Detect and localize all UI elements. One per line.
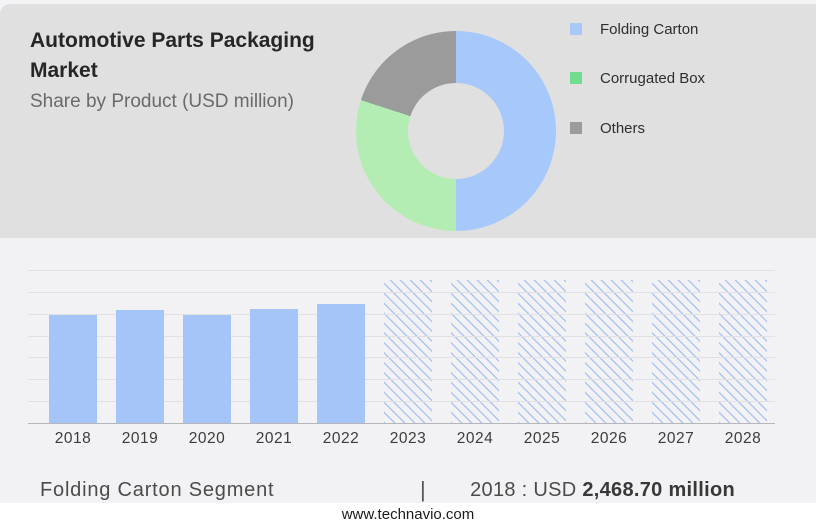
gridline xyxy=(28,270,775,271)
header-panel: Automotive Parts Packaging Market Share … xyxy=(0,4,816,238)
bar-forecast-2025 xyxy=(518,280,566,423)
bar-2021 xyxy=(250,309,298,423)
page-subtitle: Share by Product (USD million) xyxy=(30,91,294,112)
bar-forecast-2023 xyxy=(384,280,432,423)
x-axis xyxy=(28,423,775,424)
x-axis-label-2018: 2018 xyxy=(54,430,92,447)
bar-2022 xyxy=(317,304,365,423)
plot-area xyxy=(28,270,775,424)
footer-band: www.technavio.com xyxy=(0,503,816,528)
legend-item-folding-carton: Folding Carton xyxy=(570,17,698,41)
bar-forecast-2024 xyxy=(451,280,499,423)
site-url: www.technavio.com xyxy=(341,506,475,523)
donut-chart xyxy=(356,31,556,231)
legend-item-others: Others xyxy=(570,116,645,140)
gridline xyxy=(28,336,775,337)
x-axis-label-2020: 2020 xyxy=(188,430,226,447)
bar-forecast-2026 xyxy=(585,280,633,423)
x-axis-label-2021: 2021 xyxy=(255,430,293,447)
x-axis-label-2026: 2026 xyxy=(590,430,628,447)
segment-value-amount: 2,468.70 million xyxy=(582,479,735,501)
legend-item-corrugated-box: Corrugated Box xyxy=(570,66,705,90)
x-axis-labels: 2018 2019 2020 2021 2022 2023 2024 2025 2026 2027… xyxy=(28,430,775,450)
gridline xyxy=(28,401,775,402)
x-axis-label-2024: 2024 xyxy=(456,430,494,447)
x-axis-label-2019: 2019 xyxy=(121,430,159,447)
legend-swatch-icon xyxy=(570,23,582,35)
legend-label: Corrugated Box xyxy=(600,69,706,87)
bar-2019 xyxy=(116,309,164,423)
bar-2018 xyxy=(49,315,97,423)
legend-label: Others xyxy=(600,119,646,137)
separator-bar: | xyxy=(420,477,426,502)
donut-hole xyxy=(408,83,504,179)
bar-forecast-2028 xyxy=(719,280,767,423)
gridline xyxy=(28,379,775,380)
x-axis-label-2025: 2025 xyxy=(523,430,561,447)
segment-value: 2018 : USD 2,468.70 million xyxy=(470,479,735,502)
legend-swatch-icon xyxy=(570,122,582,134)
gridline xyxy=(28,292,775,293)
bar-chart-section: 2018 2019 2020 2021 2022 2023 2024 2025 2026 2027… xyxy=(0,238,816,503)
footer-caption-row: Folding Carton Segment | 2018 : USD 2,46… xyxy=(0,477,816,503)
bar-forecast-2027 xyxy=(652,280,700,423)
x-axis-label-2028: 2028 xyxy=(724,430,762,447)
segment-value-prefix: 2018 : USD xyxy=(470,479,583,501)
legend-swatch-icon xyxy=(570,72,582,84)
segment-label: Folding Carton Segment xyxy=(40,479,275,501)
legend-label: Folding Carton xyxy=(600,20,699,38)
x-axis-label-2027: 2027 xyxy=(657,430,695,447)
gridline xyxy=(28,357,775,358)
bar-2020 xyxy=(183,315,231,423)
gridline xyxy=(28,314,775,315)
x-axis-label-2023: 2023 xyxy=(389,430,427,447)
page-title: Automotive Parts Packaging Market xyxy=(30,29,315,82)
x-axis-label-2022: 2022 xyxy=(322,430,360,447)
